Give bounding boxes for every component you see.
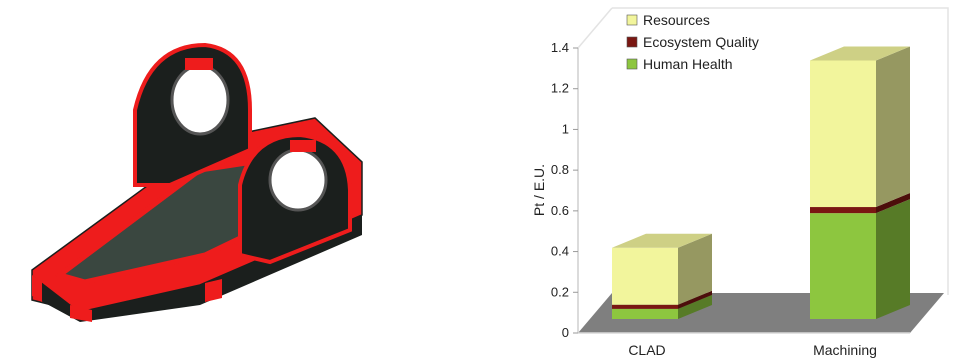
chart-back-wall (612, 7, 949, 295)
y-tick-label: 0.2 (551, 284, 569, 299)
chart-wall-diagonal (577, 7, 613, 49)
category-label: Machining (813, 342, 877, 358)
bar-top (810, 46, 910, 61)
bar-segment (612, 247, 678, 305)
bar-segment (612, 308, 678, 319)
bar-segment (612, 304, 678, 309)
bar-group-clad (612, 233, 712, 319)
bar-segment-side (678, 290, 712, 309)
y-tick-label: 0.6 (551, 203, 569, 218)
bracket-rear-hole (170, 64, 230, 136)
bars (612, 46, 910, 319)
legend-swatch (626, 36, 638, 48)
bar-segment-side (678, 294, 712, 319)
bar-group-machining (810, 46, 910, 319)
bracket-rear-lug-cap (185, 58, 213, 70)
bracket-side-stripe-1 (32, 275, 42, 302)
bracket-illustration (31, 42, 363, 322)
bar-segment-side (876, 46, 910, 208)
bracket-side-stripe-3 (205, 279, 222, 302)
bracket-front-hole (268, 148, 328, 212)
y-tick-label: 0.4 (551, 244, 569, 259)
bar-top (612, 233, 712, 248)
bracket-base-side (32, 215, 362, 322)
legend-label: Resources (643, 12, 710, 28)
stacked-bar-chart: 0 0.2 0.4 0.6 0.8 1 1.2 1.4 Pt / E.U. CLAD Machi… (531, 7, 949, 358)
bar-segment (810, 207, 876, 214)
legend-label: Ecosystem Quality (643, 34, 759, 50)
bar-segment-side (876, 199, 910, 319)
y-axis-ticks: 0 0.2 0.4 0.6 0.8 1 1.2 1.4 (551, 40, 578, 340)
bracket-front-lug-cap (290, 140, 316, 152)
legend: Resources Ecosystem Quality Human Health (626, 12, 759, 72)
bar-segment-side (678, 233, 712, 305)
bar-segment-side (876, 193, 910, 214)
bar-segment (810, 60, 876, 208)
category-labels: CLAD Machining (628, 342, 877, 358)
y-axis-title: Pt / E.U. (531, 164, 547, 216)
y-tick-label: 1 (562, 121, 569, 136)
y-tick-label: 1.4 (551, 40, 569, 55)
legend-swatch (626, 14, 638, 26)
y-tick-label: 0 (562, 325, 569, 340)
bar-segment (810, 213, 876, 319)
category-label: CLAD (628, 342, 665, 358)
y-tick-label: 0.8 (551, 162, 569, 177)
y-tick-label: 1.2 (551, 81, 569, 96)
legend-label: Human Health (643, 56, 733, 72)
legend-swatch (626, 58, 638, 70)
bracket-side-stripe-2 (70, 305, 92, 322)
